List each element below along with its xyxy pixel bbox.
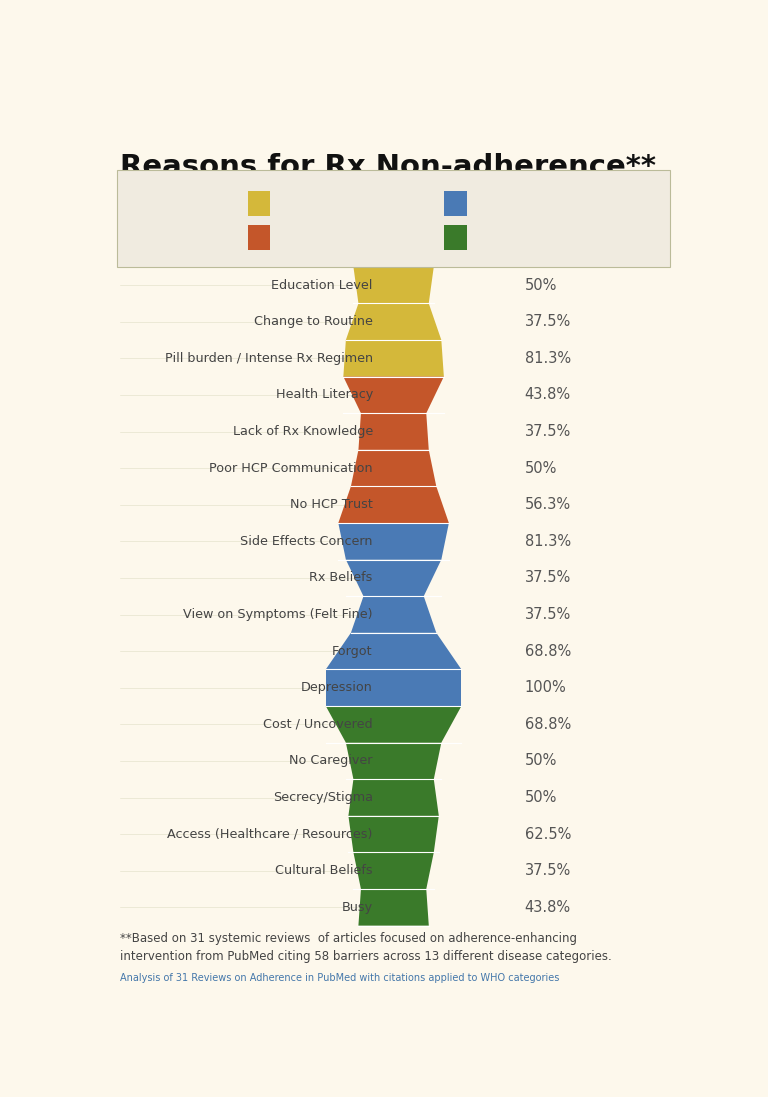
Text: Side Effects Concern: Side Effects Concern (240, 535, 372, 547)
Polygon shape (349, 816, 439, 852)
Polygon shape (326, 633, 462, 669)
Text: Rx Beliefs: Rx Beliefs (310, 572, 372, 585)
Polygon shape (351, 450, 436, 486)
Polygon shape (351, 597, 436, 633)
Polygon shape (346, 743, 442, 779)
Text: 50%: 50% (525, 278, 557, 293)
Text: Cultural Beliefs: Cultural Beliefs (275, 864, 372, 878)
Text: Lack of Rx Knowledge: Lack of Rx Knowledge (233, 425, 372, 438)
Polygon shape (359, 414, 429, 450)
Text: 68.8%: 68.8% (525, 716, 571, 732)
Text: 56.3%: 56.3% (525, 497, 571, 512)
Text: 37.5%: 37.5% (525, 425, 571, 439)
Text: Forgot: Forgot (332, 645, 372, 657)
Polygon shape (353, 852, 434, 889)
Polygon shape (343, 340, 444, 376)
Text: 50%: 50% (525, 754, 557, 768)
Text: 50%: 50% (525, 790, 557, 805)
Text: 37.5%: 37.5% (525, 570, 571, 586)
Polygon shape (346, 559, 442, 597)
Text: Cost / Uncovered: Cost / Uncovered (263, 717, 372, 731)
Text: Change to Routine: Change to Routine (254, 315, 372, 328)
Text: No HCP Trust: No HCP Trust (290, 498, 372, 511)
Text: Education Level: Education Level (271, 279, 372, 292)
Polygon shape (349, 779, 439, 816)
Text: Health Literacy: Health Literacy (276, 388, 372, 402)
Text: 68.8%: 68.8% (525, 644, 571, 658)
Polygon shape (326, 669, 462, 706)
Text: 37.5%: 37.5% (525, 314, 571, 329)
Text: 62.5%: 62.5% (525, 827, 571, 841)
Text: Pill burden / Intense Rx Regimen: Pill burden / Intense Rx Regimen (164, 352, 372, 365)
Text: No Caregiver: No Caregiver (290, 755, 372, 768)
Text: Reasons for Rx Non-adherence**: Reasons for Rx Non-adherence** (120, 152, 656, 181)
Text: Healthcare System: Healthcare System (277, 230, 404, 244)
Polygon shape (353, 267, 434, 304)
Text: Socioeconomic: Socioeconomic (474, 230, 574, 244)
Polygon shape (343, 376, 444, 414)
Text: **Based on 31 systemic reviews  of articles focused on adherence-enhancing
inter: **Based on 31 systemic reviews of articl… (120, 932, 611, 963)
Text: 81.3%: 81.3% (525, 534, 571, 548)
FancyBboxPatch shape (444, 225, 467, 250)
FancyBboxPatch shape (248, 225, 270, 250)
Text: 100%: 100% (525, 680, 566, 695)
Text: View on Symptoms (Felt Fine): View on Symptoms (Felt Fine) (184, 608, 372, 621)
FancyBboxPatch shape (117, 170, 670, 267)
FancyBboxPatch shape (444, 191, 467, 216)
Text: Secrecy/Stigma: Secrecy/Stigma (273, 791, 372, 804)
Polygon shape (359, 889, 429, 926)
FancyBboxPatch shape (248, 191, 270, 216)
Text: 50%: 50% (525, 461, 557, 476)
Polygon shape (339, 486, 449, 523)
Text: 37.5%: 37.5% (525, 863, 571, 879)
Text: 43.8%: 43.8% (525, 387, 571, 403)
Polygon shape (326, 706, 462, 743)
Polygon shape (339, 523, 449, 559)
Text: Poor HCP Communication: Poor HCP Communication (209, 462, 372, 475)
Text: Therapy Related: Therapy Related (277, 197, 387, 210)
Text: Busy: Busy (342, 901, 372, 914)
Text: 43.8%: 43.8% (525, 900, 571, 915)
Text: Depression: Depression (301, 681, 372, 694)
Text: Access (Healthcare / Resources): Access (Healthcare / Resources) (167, 827, 372, 840)
Text: Primary
Attribution: Primary Attribution (147, 200, 218, 233)
Text: Analysis of 31 Reviews on Adherence in PubMed with citations applied to WHO cate: Analysis of 31 Reviews on Adherence in P… (120, 973, 559, 983)
Polygon shape (346, 304, 442, 340)
Text: 37.5%: 37.5% (525, 607, 571, 622)
Text: 81.3%: 81.3% (525, 351, 571, 365)
Text: Patient Related: Patient Related (474, 197, 575, 210)
